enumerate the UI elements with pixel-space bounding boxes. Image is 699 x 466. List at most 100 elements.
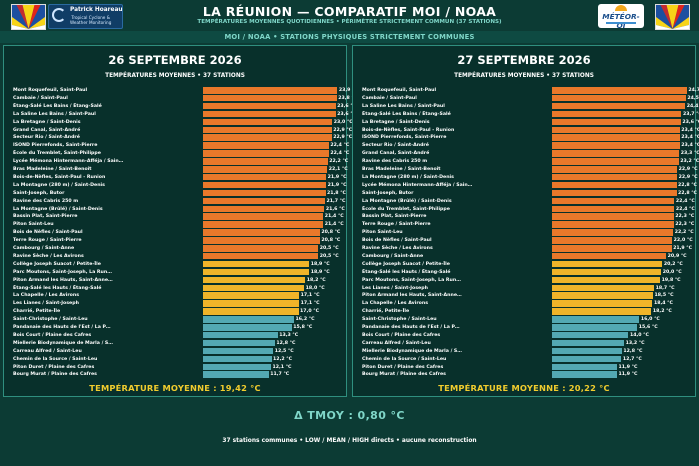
bar-value-label: 18,2 °C — [306, 277, 326, 283]
temperature-bar — [203, 87, 338, 94]
station-name-label: Cambaie / Saint-Paul — [13, 95, 68, 101]
table-row: Carreau Alfred / Saint-Leu 12,5 °C — [4, 347, 346, 355]
temperature-bar — [203, 213, 324, 220]
page-title: LA RÉUNION — COMPARATIF MOI / NOAA — [202, 4, 497, 19]
station-name-label: Charrié, Petite-Île — [362, 309, 410, 315]
table-row: Saint-Joseph, Butor 21,8 °C — [4, 189, 346, 197]
temperature-bar — [552, 355, 622, 363]
bar-value-label: 18,9 °C — [310, 269, 330, 275]
table-row: Saint-Christophe / Saint-Leu 16,0 °C — [353, 315, 695, 323]
bar-value-label: 15,8 °C — [293, 325, 313, 330]
bar-value-label: 12,2 °C — [273, 356, 293, 362]
table-row: Terre Rouge / Saint-Pierre 20,8 °C — [4, 236, 346, 244]
station-name-label: Ravine Sèche / Les Avirons — [13, 253, 84, 259]
table-row: ISOND Pierrefonds, Saint-Pierre 22,4 °C — [4, 141, 350, 149]
table-row: Charrié, Petite-Île 18,2 °C — [353, 307, 695, 315]
bar-value-label: 18,5 °C — [654, 293, 674, 299]
table-row: La Montagne (280 m) / Saint-Denis 22,9 °C — [353, 173, 698, 181]
bar-value-label: 23,4 °C — [681, 135, 699, 141]
temperature-bar — [552, 300, 653, 307]
temperature-bar — [203, 355, 272, 363]
bar-value-label: 18,0 °C — [305, 285, 325, 291]
temperature-bar — [203, 173, 327, 181]
bar-value-label: 22,2 °C — [329, 159, 349, 165]
bar-value-label: 12,7 °C — [622, 356, 642, 362]
station-name-label: Piton Duret / Plaine des Cafres — [13, 364, 95, 370]
bar-value-label: 24,7 °C — [688, 88, 699, 93]
station-name-label: Parc Moutons, Saint-Joseph, La Run… — [362, 277, 461, 283]
table-row: Cambourg / Saint-Anne 20,9 °C — [353, 252, 695, 260]
reunion-flag-right-icon — [655, 4, 690, 30]
wave-icon — [606, 22, 636, 24]
bar-value-label: 11,9 °C — [618, 372, 638, 378]
table-row: Lycée Mémona Hintermann-Afféja / Sain… 22… — [4, 157, 349, 165]
bar-value-label: 22,4 °C — [330, 143, 350, 149]
temperature-bar — [552, 308, 652, 315]
cyclone-icon — [52, 8, 66, 22]
station-name-label: La Saline Les Bains / Saint-Paul — [13, 111, 96, 117]
bar-value-label: 22,1 °C — [328, 167, 348, 172]
table-row: Secteur Rio / Saint-André 23,4 °C — [353, 141, 699, 149]
station-name-label: Piton Armand les Hauts, Saint-Anne… — [13, 277, 113, 283]
table-row: Miellerie Biodynamique de Marla / S… 12,8… — [4, 339, 346, 347]
temperature-bar — [552, 110, 682, 118]
table-row: Grand Canal, Saint-André 22,9 °C — [4, 126, 352, 134]
reunion-flag-svg — [12, 5, 45, 29]
station-name-label: Bois de Nèfles / Saint-Paul — [362, 238, 432, 244]
station-name-label: Saint-Joseph, Butor — [362, 190, 414, 196]
temperature-bar — [552, 252, 667, 260]
station-name-label: Bois Court / Plaine des Cafres — [362, 332, 441, 338]
temperature-bar — [552, 276, 661, 284]
temperature-bar — [552, 363, 617, 371]
station-name-label: Cambourg / Saint-Anne — [362, 253, 424, 259]
station-name-label: Piton Duret / Plaine des Cafres — [362, 364, 444, 370]
bar-value-label: 23,7 °C — [682, 111, 699, 117]
temperature-bar — [203, 276, 306, 284]
temperature-bar — [203, 94, 337, 102]
bar-value-label: 15,6 °C — [638, 325, 658, 330]
station-name-label: Lycée Mémona Hintermann-Afféja / Sain… — [13, 159, 124, 165]
bar-value-label: 16,2 °C — [295, 317, 315, 323]
temperature-bar — [203, 134, 332, 141]
table-row: Charrié, Petite-Île 17,0 °C — [4, 307, 346, 315]
temperature-bar — [552, 324, 638, 331]
logo-left-line2: Tropical Cyclone & Weather Monitoring — [70, 15, 111, 25]
panel-subtitle-day1: TEMPÉRATURES MOYENNES • 37 STATIONS — [105, 73, 245, 79]
temperature-bar — [203, 331, 278, 339]
temperature-bar — [552, 237, 673, 244]
mean-temperature-day2: TEMPÉRATURE MOYENNE : 20,22 °C — [438, 383, 610, 393]
temperature-bar — [552, 316, 640, 323]
station-name-label: Carreau Alfred / Saint-Leu — [13, 348, 82, 354]
table-row: Mont Roquefeuil, Saint-Paul 24,7 °C — [353, 86, 699, 94]
table-row: ISOND Pierrefonds, Saint-Pierre 23,4 °C — [353, 133, 699, 141]
station-name-label: Les Lianes / Saint-Joseph — [13, 301, 79, 307]
patrick-hoareau-logo: Patrick Hoareau Tropical Cyclone & Weathe… — [48, 4, 123, 29]
table-row: Grand Canal, Saint-André 23,3 °C — [353, 149, 699, 157]
bar-value-label: 24,5 °C — [687, 95, 699, 101]
temperature-bar — [203, 237, 320, 244]
station-name-label: Grand Canal, Saint-André — [362, 151, 430, 157]
station-name-label: Saint-Christophe / Saint-Leu — [362, 317, 437, 323]
bar-value-label: 23,0 °C — [333, 119, 353, 125]
bar-value-label: 23,3 °C — [680, 151, 699, 157]
delta-mean-temperature: Δ TMOY : 0,80 °C — [294, 409, 405, 422]
temperature-bar — [203, 221, 324, 228]
table-row: Étang-Salé Les Bains / Étang-Salé 23,6 °C — [4, 102, 356, 110]
temperature-bar — [203, 102, 336, 110]
bar-value-label: 22,0 °C — [673, 238, 693, 244]
bar-value-label: 22,8 °C — [678, 182, 697, 188]
temperature-bar — [203, 300, 300, 307]
station-name-label: Pandanaie des Hauts de l'Est / La P… — [362, 325, 460, 330]
temperature-bar — [552, 134, 680, 141]
bar-value-label: 22,4 °C — [675, 198, 695, 204]
temperature-bar — [552, 118, 681, 126]
table-row: Collège Joseph Suacot / Petite-Île 20,2 °… — [353, 260, 695, 268]
bar-value-label: 11,9 °C — [618, 364, 638, 370]
station-name-label: La Montagne (Brûlé) / Saint-Denis — [13, 206, 103, 212]
station-name-label: La Chapelle / Les Avirons — [362, 301, 428, 307]
temperature-bar — [552, 150, 680, 157]
table-row: Piton Saint-Leu 22,2 °C — [353, 228, 695, 236]
temperature-bar — [203, 260, 310, 268]
bar-value-label: 22,4 °C — [675, 206, 695, 212]
